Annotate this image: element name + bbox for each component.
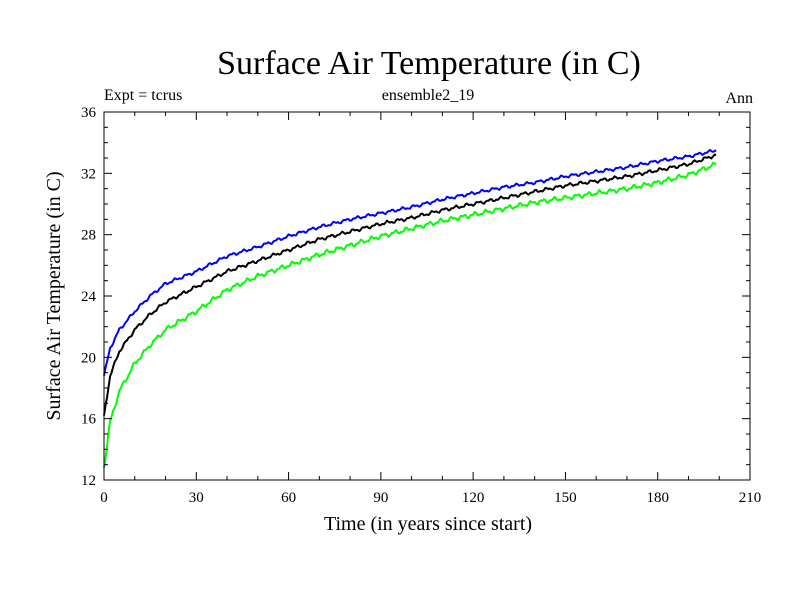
plot-frame bbox=[103, 111, 751, 481]
y-tick-label: 16 bbox=[81, 412, 97, 428]
y-axis-label: Surface Air Temperature (in C) bbox=[43, 171, 65, 420]
x-axis-label: Time (in years since start) bbox=[324, 513, 532, 535]
series-line-lower bbox=[103, 161, 717, 468]
x-tick-label: 90 bbox=[373, 490, 388, 506]
series-layer bbox=[103, 148, 717, 468]
chart-title: Surface Air Temperature (in C) bbox=[217, 45, 641, 82]
chart-subtitle-right: Ann bbox=[725, 90, 753, 107]
series-line-upper bbox=[103, 148, 717, 376]
chart-subtitle-left: Expt = tcrus bbox=[104, 87, 182, 104]
x-tick-label: 60 bbox=[281, 490, 296, 506]
series-line-middle bbox=[103, 153, 717, 416]
y-tick-label: 36 bbox=[81, 105, 97, 121]
ticks-layer: 0 30 60 90 120 150 180 210 12 16 20 24 28 32 36 bbox=[81, 105, 761, 506]
x-tick-label: 30 bbox=[189, 490, 204, 506]
x-tick-label: 210 bbox=[739, 490, 762, 506]
y-tick-label: 12 bbox=[81, 473, 96, 489]
x-tick-label: 150 bbox=[554, 490, 577, 506]
chart-subtitle-center: ensemble2_19 bbox=[382, 87, 474, 104]
y-tick-label: 32 bbox=[81, 166, 96, 182]
x-tick-label: 0 bbox=[100, 490, 108, 506]
y-tick-label: 24 bbox=[81, 289, 97, 305]
x-tick-label: 120 bbox=[462, 490, 485, 506]
y-tick-label: 28 bbox=[81, 228, 96, 244]
y-tick-label: 20 bbox=[81, 350, 96, 366]
x-tick-label: 180 bbox=[646, 490, 669, 506]
